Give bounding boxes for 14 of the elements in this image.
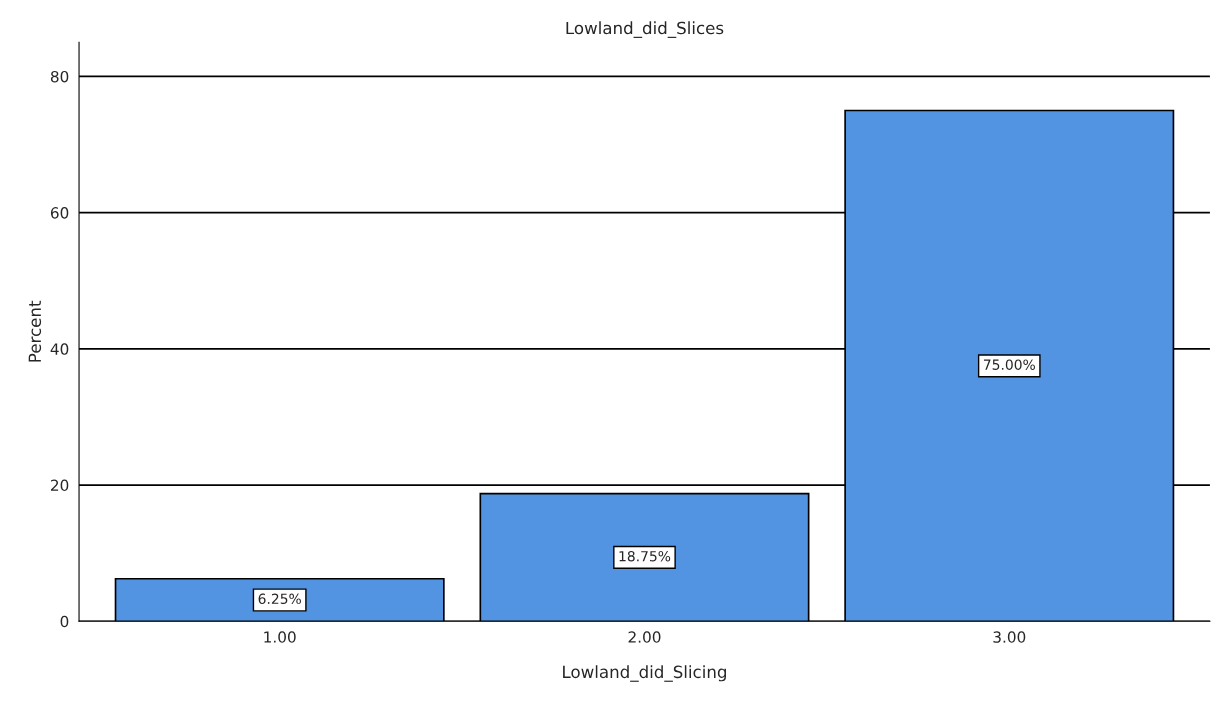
y-tick-label: 0 <box>60 615 69 628</box>
y-tick-label: 80 <box>50 70 69 83</box>
y-tick-label: 40 <box>50 343 69 355</box>
chart-title: Lowland_did_Slices <box>566 21 724 38</box>
data-label: 18.75% <box>619 550 671 562</box>
data-label: 75.00% <box>983 359 1035 370</box>
x-tick-label: 1.00 <box>264 631 296 643</box>
x-tick-label: 2.00 <box>628 631 661 643</box>
data-label: 6.25% <box>258 593 301 605</box>
y-tick-label: 60 <box>50 207 69 219</box>
x-axis-title: Lowland_did_Slicing <box>563 665 726 682</box>
y-axis-title: Percent <box>28 300 42 362</box>
y-tick-label: 20 <box>51 479 69 492</box>
x-tick-label: 3.00 <box>993 631 1026 643</box>
